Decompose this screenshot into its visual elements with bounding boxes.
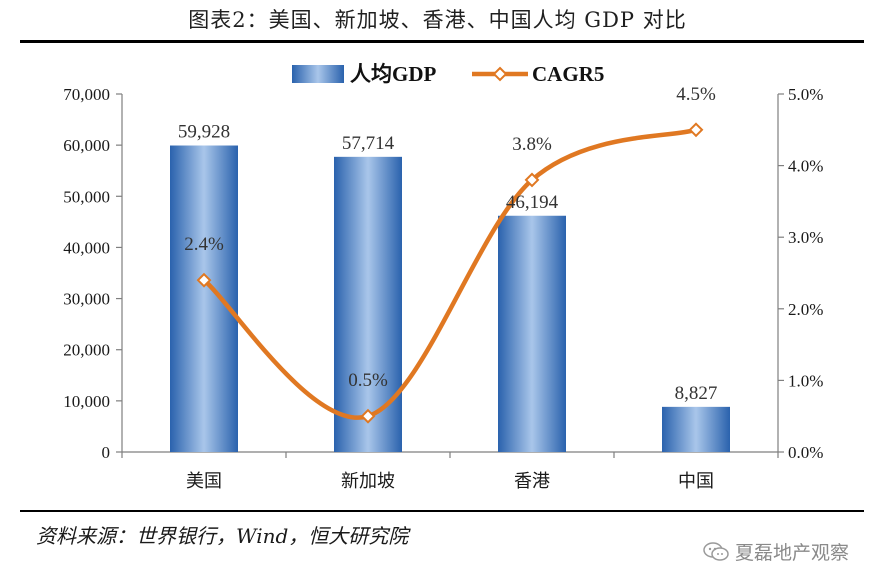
bar-value-label: 57,714: [342, 133, 395, 154]
bar-香港: [498, 215, 566, 452]
right-tick-label: 1.0%: [788, 371, 823, 390]
cagr-marker: [688, 122, 704, 138]
watermark: 夏磊地产观察: [703, 538, 849, 565]
right-tick-label: 4.0%: [788, 157, 823, 176]
cagr-line: [201, 127, 699, 420]
left-tick-label: 20,000: [63, 341, 110, 360]
cagr-marker: [524, 172, 540, 188]
left-tick-label: 70,000: [63, 85, 110, 104]
bar-value-label: 8,827: [675, 383, 718, 404]
left-tick-label: 10,000: [63, 392, 110, 411]
x-category-label: 美国: [186, 471, 222, 492]
legend-bar-swatch: [292, 65, 344, 83]
cagr-value-label: 0.5%: [348, 370, 388, 391]
watermark-text: 夏磊地产观察: [734, 542, 849, 564]
bar-美国: [170, 145, 238, 452]
legend-bar-label: 人均GDP: [350, 62, 436, 86]
left-tick-label: 60,000: [63, 136, 110, 155]
x-category-label: 香港: [514, 471, 550, 492]
combo-chart: 0 10,000 20,000 30,000 40,000 50,000 60,000 70,…: [63, 62, 823, 492]
legend-line-marker: [492, 66, 508, 82]
left-tick-label: 40,000: [63, 238, 110, 257]
chart-title: 图表2：美国、新加坡、香港、中国人均 GDP 对比: [188, 8, 687, 32]
wechat-icon: [703, 541, 729, 561]
cagr-value-label: 3.8%: [512, 134, 552, 155]
cagr-marker: [196, 272, 212, 288]
left-tick-label: 50,000: [63, 187, 110, 206]
source-note: 资料来源：世界银行，Wind，恒大研究院: [36, 524, 409, 548]
cagr-value-label: 4.5%: [676, 84, 716, 105]
bar-中国: [662, 406, 730, 452]
cagr-marker: [360, 408, 376, 424]
bar-value-label: 59,928: [178, 122, 230, 143]
right-tick-label: 3.0%: [788, 228, 823, 247]
right-tick-label: 2.0%: [788, 300, 823, 319]
cagr-value-label: 2.4%: [184, 234, 224, 255]
legend-line-label: CAGR5: [532, 62, 604, 86]
x-category-label: 新加坡: [341, 471, 395, 492]
right-tick-label: 5.0%: [788, 85, 823, 104]
bar-新加坡: [334, 156, 402, 453]
top-rule: [20, 40, 864, 43]
left-tick-label: 0: [102, 443, 111, 462]
x-category-label: 中国: [678, 471, 714, 492]
left-tick-label: 30,000: [63, 290, 110, 309]
right-tick-label: 0.0%: [788, 443, 823, 462]
bottom-rule: [20, 510, 864, 512]
bar-value-label: 46,194: [506, 192, 559, 213]
